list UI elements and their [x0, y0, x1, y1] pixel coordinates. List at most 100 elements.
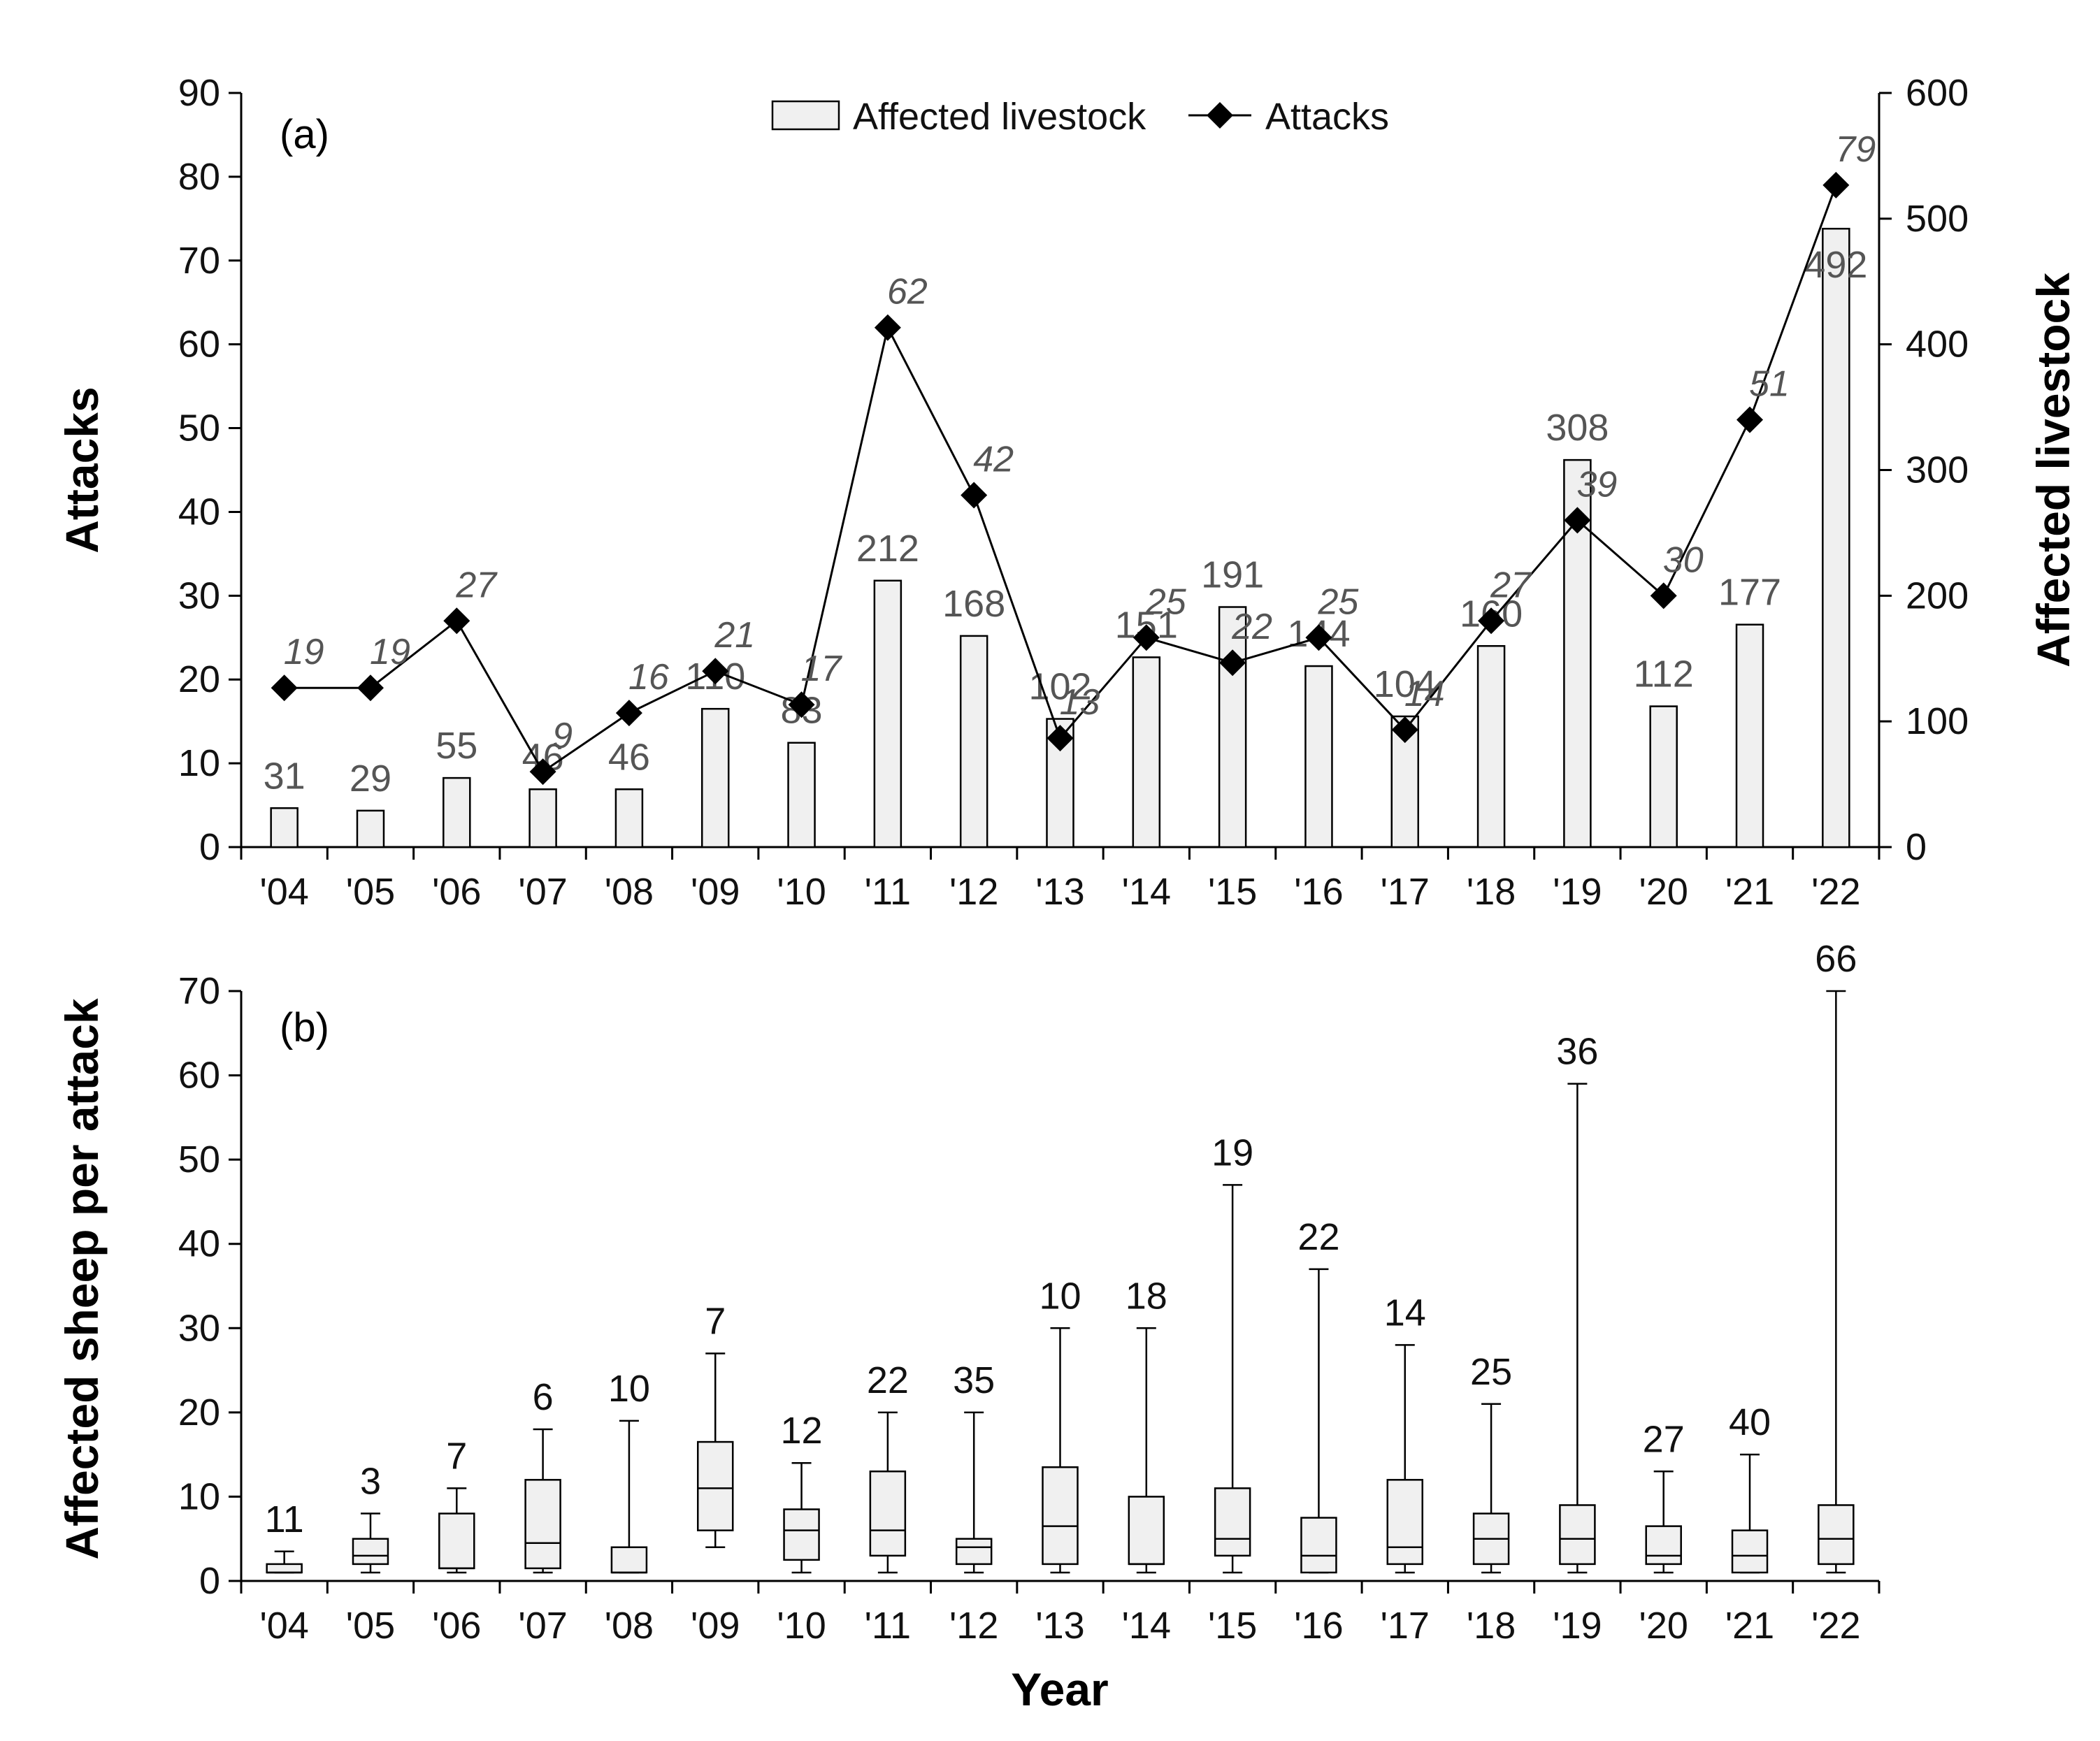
attack-point [357, 674, 384, 702]
box-count-label: 11 [265, 1498, 304, 1540]
bar-value-label: 492 [1804, 244, 1867, 286]
attack-value-label: 39 [1576, 464, 1617, 505]
x-axis-title: Year [1011, 1663, 1108, 1715]
box-count-label: 19 [1211, 1132, 1253, 1173]
right-tick-label: 400 [1906, 324, 1969, 366]
attack-point [961, 482, 988, 509]
right-tick-label: 200 [1906, 575, 1969, 616]
box-iqr [610, 1546, 648, 1574]
attack-value-label: 16 [628, 657, 669, 698]
left-tick-label: 70 [178, 240, 220, 282]
b-x-tick-label: '21 [1725, 1605, 1774, 1647]
attack-point [702, 658, 729, 685]
b-y-tick-label: 0 [199, 1560, 220, 1602]
b-x-tick-label: '05 [346, 1605, 395, 1647]
attack-value-label: 62 [887, 272, 928, 312]
x-tick-label: '21 [1725, 871, 1774, 913]
attack-point [1391, 716, 1418, 744]
box-count-label: 27 [1643, 1418, 1685, 1460]
box-count-label: 10 [1039, 1275, 1081, 1317]
attack-value-label: 27 [1490, 565, 1532, 605]
box-count-label: 18 [1125, 1275, 1167, 1317]
attack-value-label: 14 [1404, 674, 1445, 714]
attack-value-label: 25 [1145, 581, 1187, 622]
bar-affected-livestock [614, 788, 644, 848]
x-tick-label: '11 [865, 871, 911, 913]
box-iqr [1645, 1525, 1682, 1566]
right-tick-label: 600 [1906, 72, 1969, 114]
b-x-tick-label: '06 [432, 1605, 481, 1647]
attack-value-label: 22 [1231, 607, 1272, 647]
bar-value-label: 29 [350, 758, 391, 800]
x-tick-label: '13 [1035, 871, 1084, 913]
x-tick-label: '22 [1811, 871, 1860, 913]
bar-affected-livestock [443, 776, 471, 848]
box-iqr [1731, 1529, 1769, 1574]
right-tick-label: 0 [1906, 826, 1927, 868]
box-count-label: 40 [1729, 1401, 1771, 1443]
b-x-tick-label: '13 [1035, 1605, 1084, 1647]
x-tick-label: '20 [1639, 871, 1688, 913]
attack-point [1047, 725, 1074, 752]
box-iqr [266, 1563, 303, 1574]
attack-value-label: 19 [284, 632, 324, 672]
b-y-tick-label: 50 [178, 1139, 220, 1180]
box-iqr [696, 1440, 734, 1531]
b-x-tick-label: '07 [518, 1605, 567, 1647]
box-iqr [1042, 1466, 1079, 1566]
attack-value-label: 27 [455, 565, 498, 605]
b-x-tick-label: '20 [1639, 1605, 1688, 1647]
bar-affected-livestock [959, 635, 988, 848]
attack-point [1305, 624, 1332, 651]
attack-value-label: 17 [801, 649, 843, 689]
attack-point [271, 674, 298, 702]
box-count-label: 36 [1556, 1031, 1598, 1073]
bar-affected-livestock [1649, 705, 1678, 848]
right-tick-label: 500 [1906, 198, 1969, 240]
b-x-tick-label: '16 [1294, 1605, 1343, 1647]
attack-value-label: 13 [1060, 682, 1100, 723]
b-x-tick-label: '15 [1208, 1605, 1257, 1647]
box-iqr [783, 1508, 820, 1561]
x-tick-label: '18 [1467, 871, 1516, 913]
bar-value-label: 177 [1718, 572, 1781, 614]
b-x-tick-label: '19 [1553, 1605, 1602, 1647]
box-count-label: 14 [1384, 1292, 1426, 1334]
attack-point [1132, 624, 1160, 651]
bar-affected-livestock [787, 742, 816, 848]
box-iqr [869, 1471, 907, 1557]
panel-label-b: (b) [280, 1005, 329, 1050]
b-y-axis-title: Affected sheep per attack [56, 998, 108, 1560]
b-x-tick-label: '17 [1381, 1605, 1430, 1647]
box-iqr [955, 1538, 993, 1566]
legend-line-label: Attacks [1265, 96, 1389, 138]
attack-point [1650, 582, 1677, 609]
legend-marker-swatch [1207, 102, 1233, 129]
bar-affected-livestock [1476, 645, 1506, 848]
b-x-tick-label: '22 [1811, 1605, 1860, 1647]
box-count-label: 12 [781, 1410, 823, 1452]
attack-value-label: 42 [973, 439, 1014, 479]
attack-value-label: 21 [714, 615, 755, 656]
box-count-label: 22 [1297, 1216, 1339, 1258]
box-count-label: 66 [1815, 938, 1857, 980]
bar-value-label: 102 [1028, 666, 1091, 708]
attack-point [1478, 607, 1505, 635]
panel-a: 0 10 20 30 40 50 60 70 80 90 0 100 200 300 400 500 600 '0… [56, 72, 2079, 913]
bar-value-label: 308 [1546, 407, 1609, 449]
b-y-tick-label: 10 [178, 1475, 220, 1517]
bar-value-label: 191 [1201, 554, 1264, 596]
bar-value-label: 55 [436, 725, 477, 767]
box-count-label: 10 [608, 1368, 650, 1410]
box-count-label: 22 [867, 1359, 909, 1401]
box-iqr [1300, 1517, 1337, 1574]
attack-point [1822, 171, 1850, 198]
attack-point [788, 691, 815, 718]
attack-point [1219, 649, 1246, 677]
attack-value-label: 25 [1318, 581, 1360, 622]
bar-affected-livestock [1218, 606, 1247, 848]
attack-value-label: 79 [1835, 129, 1876, 170]
x-tick-label: '08 [605, 871, 654, 913]
box-iqr [438, 1512, 475, 1570]
b-x-tick-label: '12 [949, 1605, 998, 1647]
